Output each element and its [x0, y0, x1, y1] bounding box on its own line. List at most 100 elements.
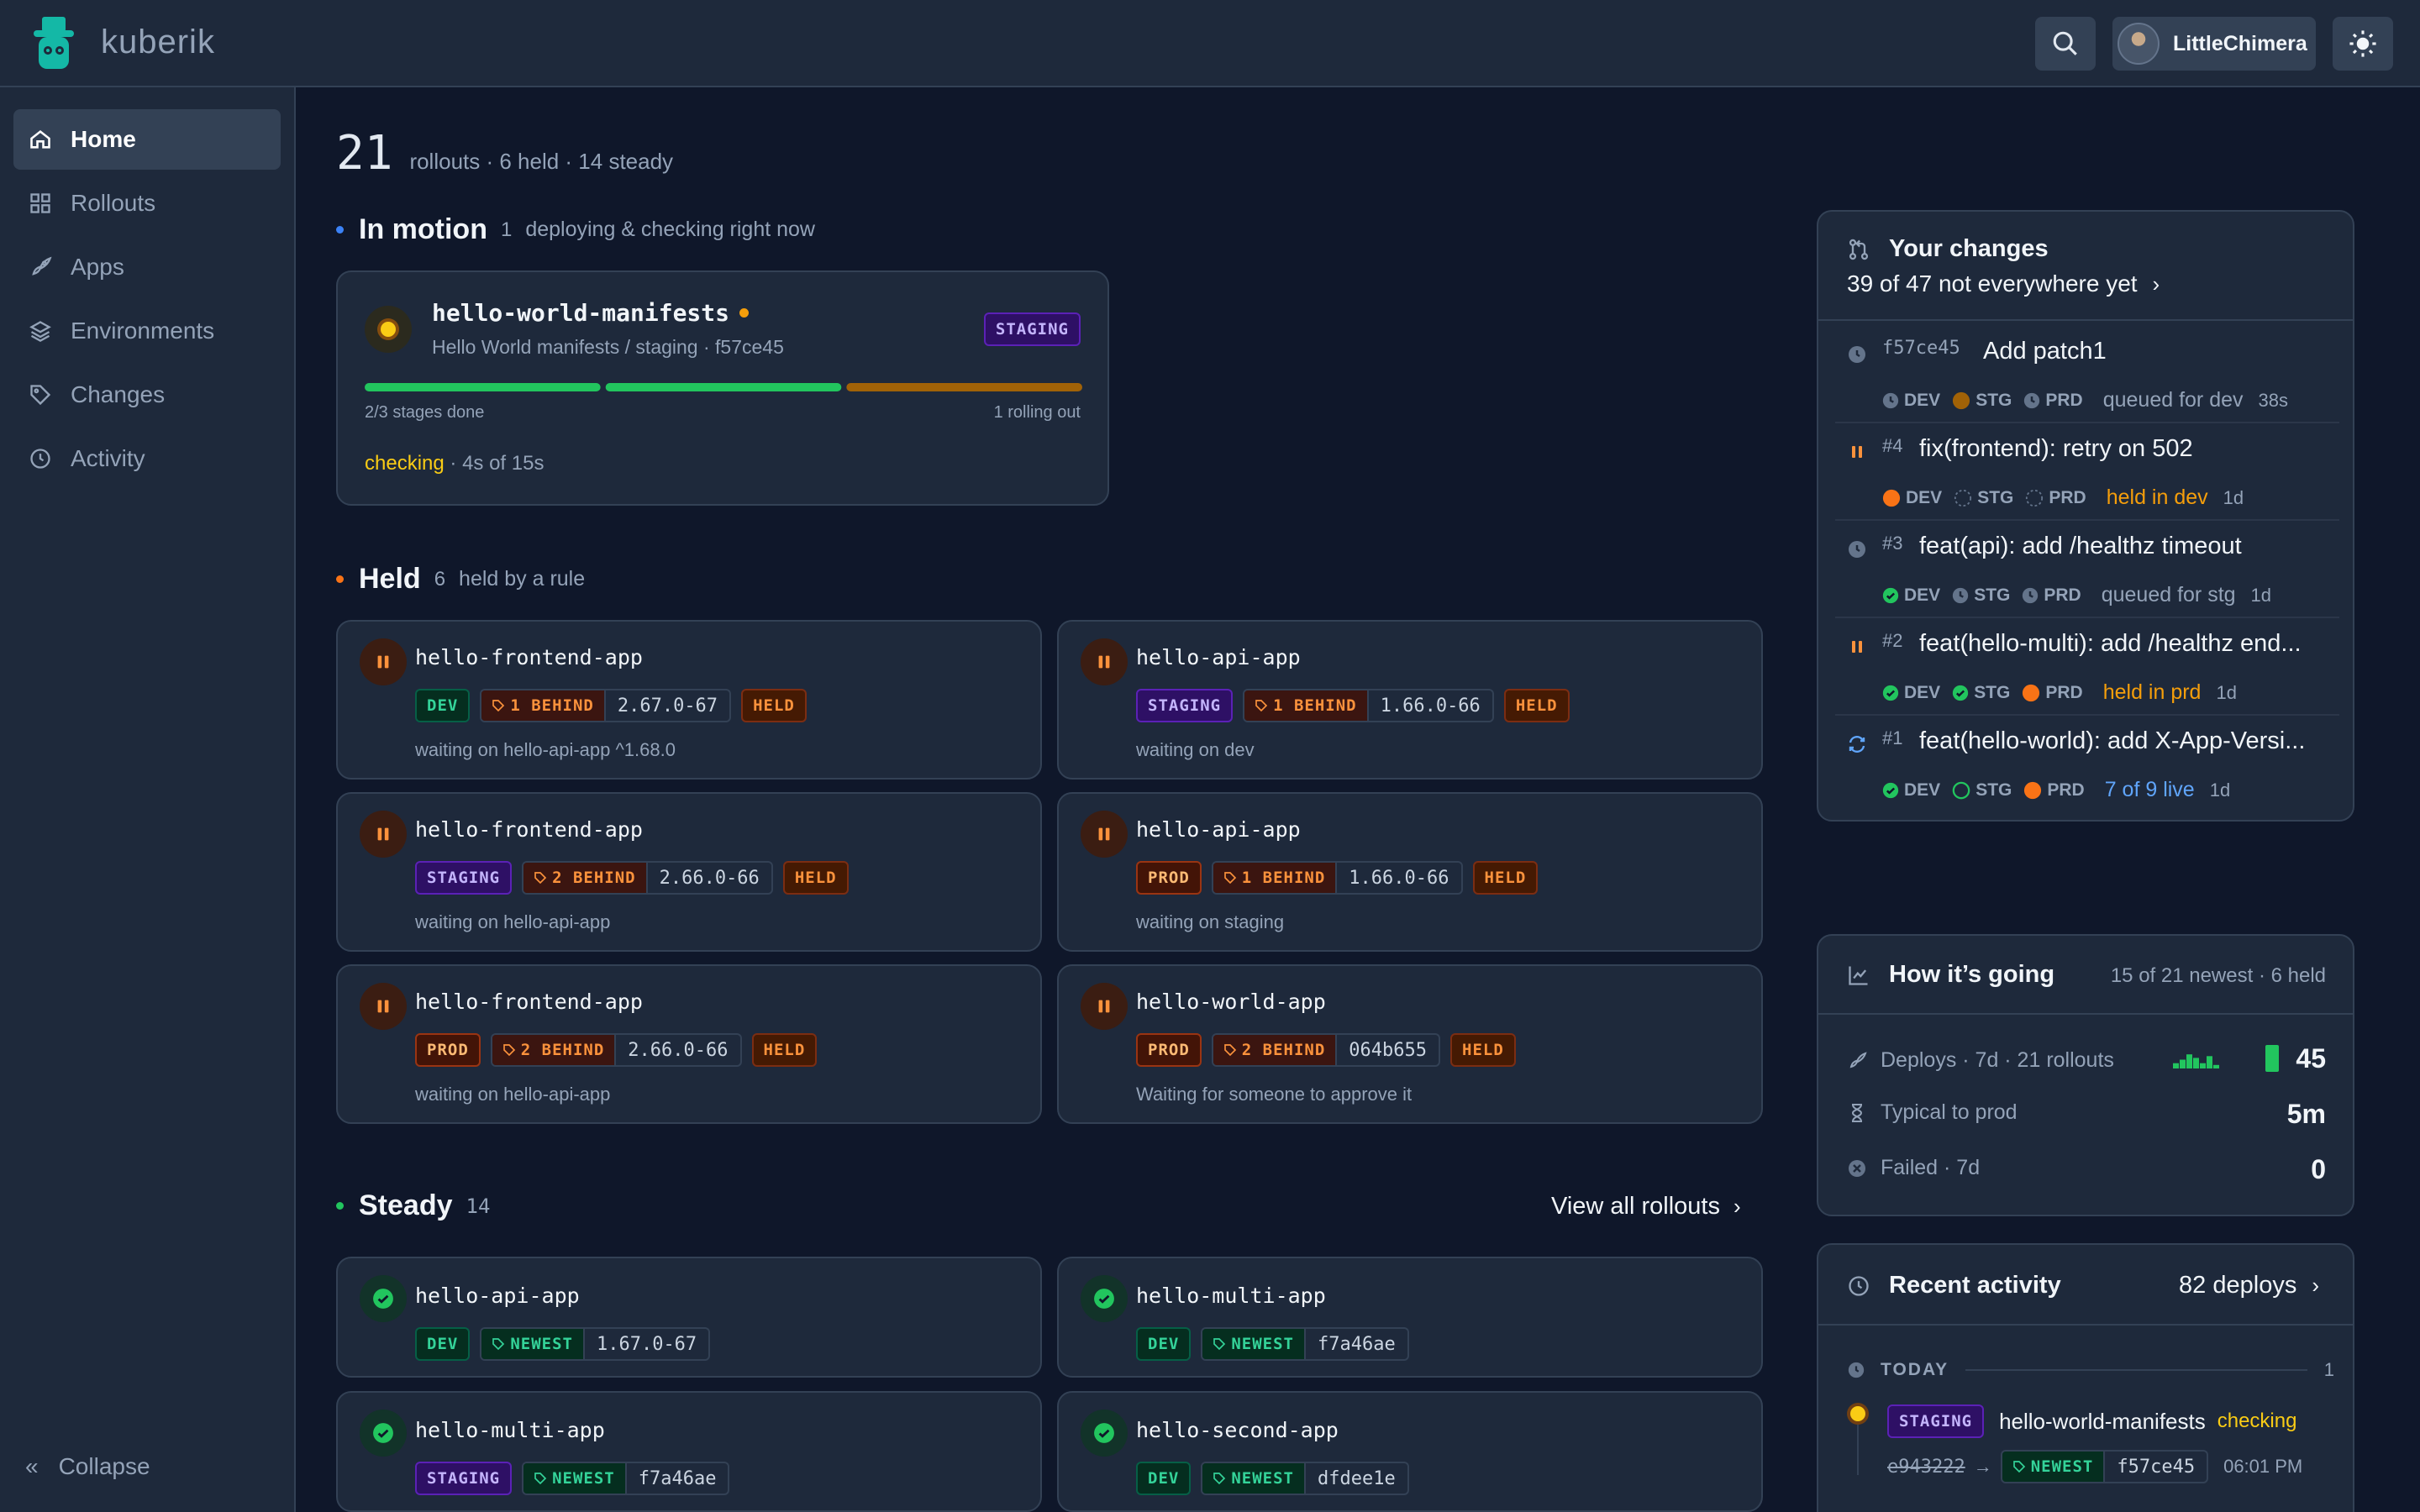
- clock-icon: [1849, 541, 1865, 558]
- status-detail: · 4s of 15s: [450, 452, 544, 475]
- tag-icon: [1213, 1473, 1226, 1485]
- env-badge: STAGING: [1136, 689, 1234, 722]
- rollout-name[interactable]: hello-world-manifests: [432, 299, 730, 327]
- change-state: [1847, 734, 1867, 754]
- held-dot-icon: [1882, 489, 1901, 507]
- refresh-icon: [1849, 736, 1865, 753]
- held-dot-icon: [2024, 781, 2042, 799]
- steady-rollout-card[interactable]: hello-api-app DEV NEWEST 1.67.0-67: [336, 1257, 1042, 1378]
- sidebar-item-label: Activity: [71, 445, 145, 471]
- version: f7a46ae: [624, 1463, 729, 1494]
- version: 1.67.0-67: [582, 1329, 708, 1359]
- pause-icon: [1852, 446, 1862, 458]
- rollout-name[interactable]: hello-multi-app: [415, 1418, 605, 1442]
- section-dot: [336, 575, 344, 583]
- your-changes-panel: Your changes 39 of 47 not everywhere yet…: [1817, 210, 2354, 822]
- rollout-name[interactable]: hello-api-app: [415, 1284, 580, 1308]
- version-box: NEWEST dfdee1e: [1201, 1462, 1409, 1495]
- deploys-value: 45: [2296, 1043, 2326, 1074]
- rocket-icon: [32, 256, 52, 276]
- version-box: 1 BEHIND 1.66.0-66: [1211, 861, 1463, 895]
- user-menu-button[interactable]: LittleChimera: [2112, 17, 2316, 71]
- search-icon: [2053, 31, 2077, 55]
- rollout-name[interactable]: hello-world-app: [1136, 990, 1326, 1014]
- rollout-name[interactable]: hello-api-app: [1136, 817, 1301, 842]
- change-row[interactable]: #1 feat(hello-world): add X-App-Versi...…: [1835, 716, 2339, 813]
- sidebar-item-label: Apps: [71, 254, 124, 280]
- clock-icon: [2024, 392, 2040, 408]
- sidebar-item-activity[interactable]: Activity: [13, 428, 281, 489]
- rollout-name[interactable]: hello-frontend-app: [415, 990, 643, 1014]
- newest-tag: NEWEST: [481, 1329, 583, 1359]
- sidebar-item-label: Rollouts: [71, 190, 156, 216]
- sparkline-bar: [2207, 1056, 2212, 1068]
- held-rollout-card[interactable]: hello-world-app PROD 2 BEHIND 064b655 HE…: [1057, 964, 1763, 1124]
- held-rollout-card[interactable]: hello-frontend-app PROD 2 BEHIND 2.66.0-…: [336, 964, 1042, 1124]
- change-row[interactable]: #2 feat(hello-multi): add /healthz end..…: [1835, 618, 2339, 716]
- env-label: STG: [1975, 390, 2012, 410]
- recent-deploys-link[interactable]: 82 deploys ›: [2179, 1272, 2319, 1299]
- collapse-button[interactable]: « Collapse: [25, 1453, 150, 1480]
- steady-rollout-card[interactable]: hello-multi-app STAGING NEWEST f7a46ae: [336, 1391, 1042, 1512]
- check-circle-icon: [360, 1275, 407, 1322]
- change-row[interactable]: f57ce45 Add patch1 DEV STG PRD queued for d…: [1835, 326, 2339, 423]
- change-age: 1d: [2209, 779, 2231, 801]
- rollout-name[interactable]: hello-api-app: [1136, 645, 1301, 669]
- change-status: 7 of 9 live: [2104, 778, 2195, 801]
- sidebar-item-environments[interactable]: Environments: [13, 301, 281, 361]
- env-status: DEV: [1882, 488, 1942, 508]
- newest-tag: NEWEST: [1202, 1463, 1304, 1494]
- change-message: feat(api): add /healthz timeout: [1919, 533, 2242, 559]
- rollout-summary: 21 rollouts · 6 held · 14 steady: [336, 126, 673, 181]
- change-age: 1d: [2223, 486, 2244, 508]
- held-rollout-card[interactable]: hello-frontend-app DEV 1 BEHIND 2.67.0-6…: [336, 620, 1042, 780]
- change-row[interactable]: #4 fix(frontend): retry on 502 DEV STG PRD…: [1835, 423, 2339, 521]
- tag-label: NEWEST: [2030, 1457, 2094, 1476]
- grid-icon: [30, 193, 50, 213]
- env-label: DEV: [1904, 585, 1941, 605]
- held-rollout-card[interactable]: hello-api-app PROD 1 BEHIND 1.66.0-66 HE…: [1057, 792, 1763, 952]
- steady-rollout-card[interactable]: hello-second-app DEV NEWEST dfdee1e: [1057, 1391, 1763, 1512]
- avatar: [2118, 23, 2160, 65]
- tag-icon: [492, 700, 505, 712]
- rollout-name[interactable]: hello-multi-app: [1136, 1284, 1326, 1308]
- stage-segment-rolling: [846, 383, 1082, 391]
- pause-icon: [1852, 641, 1862, 653]
- activity-item[interactable]: STAGING hello-world-manifests checking: [1887, 1404, 2296, 1438]
- theme-toggle-button[interactable]: [2333, 17, 2393, 71]
- checking-status-icon: [365, 306, 412, 353]
- held-rollout-card[interactable]: hello-api-app STAGING 1 BEHIND 1.66.0-66…: [1057, 620, 1763, 780]
- rollout-name[interactable]: hello-frontend-app: [415, 645, 643, 669]
- rollout-name[interactable]: hello-frontend-app: [415, 817, 643, 842]
- version-box: 2 BEHIND 064b655: [1211, 1033, 1440, 1067]
- sidebar-item-apps[interactable]: Apps: [13, 237, 281, 297]
- check-circle-icon: [1081, 1275, 1128, 1322]
- pause-icon: [1081, 638, 1128, 685]
- sun-icon: [2349, 30, 2376, 57]
- steady-rollout-card[interactable]: hello-multi-app DEV NEWEST f7a46ae: [1057, 1257, 1763, 1378]
- env-label: DEV: [1904, 780, 1941, 800]
- view-all-rollouts-link[interactable]: View all rollouts ›: [1551, 1193, 1741, 1221]
- sidebar-item-changes[interactable]: Changes: [13, 365, 281, 425]
- sidebar-item-home[interactable]: Home: [13, 109, 281, 170]
- version-box: NEWEST 1.67.0-67: [480, 1327, 711, 1361]
- sidebar-item-rollouts[interactable]: Rollouts: [13, 173, 281, 234]
- tag-label: 2 BEHIND: [1241, 1041, 1326, 1059]
- tag-label: NEWEST: [1231, 1335, 1294, 1353]
- activity-status-dot: [1850, 1406, 1865, 1421]
- rollout-name[interactable]: hello-second-app: [1136, 1418, 1339, 1442]
- changes-summary-link[interactable]: 39 of 47 not everywhere yet ›: [1847, 270, 2160, 297]
- in-motion-card[interactable]: hello-world-manifests Hello World manife…: [336, 270, 1109, 506]
- chevrons-left-icon: «: [25, 1453, 39, 1479]
- held-note: waiting on staging: [1136, 911, 1285, 932]
- search-button[interactable]: [2035, 17, 2096, 71]
- change-row[interactable]: #3 feat(api): add /healthz timeout DEV ST…: [1835, 521, 2339, 618]
- clock-icon: [1882, 392, 1899, 408]
- pause-icon: [360, 638, 407, 685]
- version: f7a46ae: [1303, 1329, 1407, 1359]
- kuberik-logo-icon[interactable]: [30, 17, 77, 71]
- pending-circle-icon: [1954, 489, 1972, 507]
- chevron-right-icon: ›: [2152, 270, 2160, 297]
- held-rollout-card[interactable]: hello-frontend-app STAGING 2 BEHIND 2.66…: [336, 792, 1042, 952]
- change-status: queued for dev: [2102, 388, 2244, 412]
